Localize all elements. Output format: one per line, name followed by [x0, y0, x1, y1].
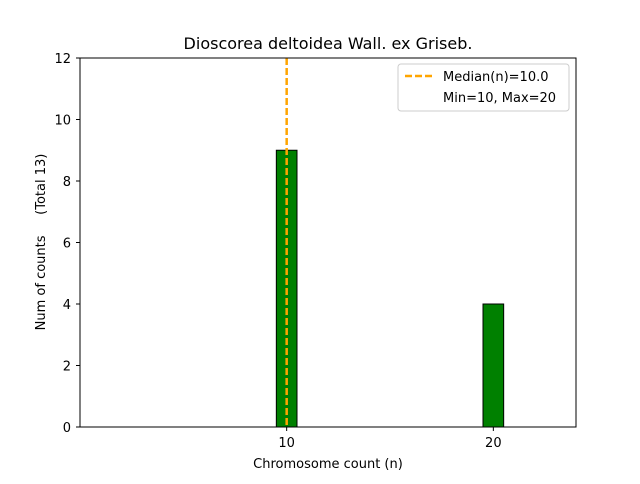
x-axis-label: Chromosome count (n)	[253, 457, 403, 472]
chart-title: Dioscorea deltoidea Wall. ex Griseb.	[184, 34, 473, 53]
legend-entry-min-max: Min=10, Max=20	[443, 91, 556, 106]
y-tick-label-8: 8	[63, 175, 71, 190]
y-tick-label-0: 0	[63, 421, 71, 436]
legend: Median(n)=10.0 Min=10, Max=20	[397, 63, 570, 112]
y-tick-label-10: 10	[54, 114, 71, 129]
y-axis-ticks: 0 2 4 6 8 10 12	[54, 52, 80, 436]
y-tick-label-12: 12	[54, 52, 71, 67]
y-tick-label-2: 2	[63, 360, 71, 375]
bar-20	[482, 303, 505, 428]
legend-entry-median: Median(n)=10.0	[443, 70, 549, 85]
y-axis-label: Num of counts (Total 13)	[34, 154, 49, 331]
y-tick-label-4: 4	[63, 298, 71, 313]
x-tick-label-20: 20	[485, 436, 502, 451]
x-tick-label-10: 10	[278, 436, 295, 451]
legend-frame	[397, 63, 570, 112]
x-axis-ticks: 10 20	[278, 427, 502, 451]
y-tick-label-6: 6	[63, 237, 71, 252]
